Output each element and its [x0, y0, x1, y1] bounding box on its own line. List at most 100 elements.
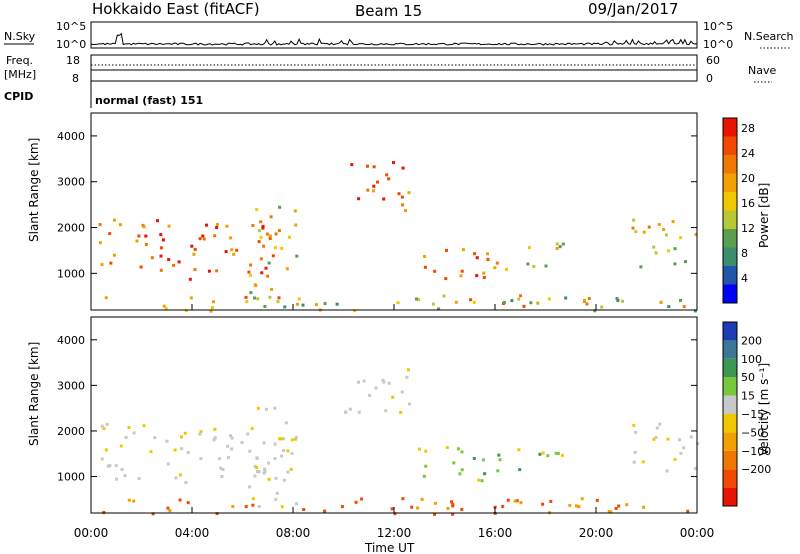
power-yticks: 1000 2000 3000 4000: [57, 130, 697, 280]
heatmap-cell: [424, 449, 428, 453]
heatmap-cell: [679, 451, 683, 455]
colorbar-segment: [723, 173, 737, 192]
heatmap-cell: [213, 436, 217, 440]
heatmap-cell: [658, 422, 662, 426]
colorbar-segment: [723, 247, 737, 266]
heatmap-cell: [423, 265, 427, 269]
colorbar-tick-label: 28: [741, 122, 755, 135]
heatmap-cell: [609, 510, 613, 514]
heatmap-cell: [273, 442, 277, 446]
heatmap-cell: [382, 197, 386, 201]
heatmap-cell: [232, 252, 236, 256]
heatmap-cell: [280, 505, 284, 509]
power-colorbar-label: Power [dB]: [757, 183, 771, 248]
heatmap-cell: [263, 467, 267, 471]
heatmap-cell: [280, 437, 283, 441]
heatmap-cell: [220, 475, 224, 478]
heatmap-cell: [244, 295, 248, 299]
colorbar-tick-label: −15: [741, 408, 764, 421]
heatmap-cell: [127, 426, 131, 429]
colorbar-segment: [723, 487, 737, 506]
freq-left-tick-top: 18: [66, 54, 80, 67]
time-xticks: 00:00 04:00 08:00 12:00 16:00 20:00 00:00: [74, 304, 714, 540]
heatmap-cell: [396, 301, 400, 305]
heatmap-cell: [168, 509, 172, 513]
heatmap-cell: [263, 305, 267, 308]
heatmap-cell: [109, 261, 113, 265]
heatmap-cell: [192, 252, 196, 256]
heatmap-cell: [517, 448, 521, 452]
heatmap-cell: [536, 301, 540, 305]
heatmap-cell: [431, 302, 435, 306]
heatmap-cell: [159, 233, 163, 237]
heatmap-cell: [686, 509, 690, 513]
ytick-label: 4000: [57, 334, 85, 347]
heatmap-cell: [173, 448, 177, 452]
heatmap-cell: [323, 509, 327, 513]
freq-right-tick-bottom: 0: [706, 72, 713, 85]
heatmap-cell: [568, 503, 572, 507]
heatmap-cell: [558, 245, 562, 249]
heatmap-cell: [262, 244, 266, 248]
heatmap-cell: [541, 451, 545, 455]
heatmap-cell: [159, 254, 163, 258]
colorbar-tick-label: 8: [741, 247, 748, 260]
heatmap-cell: [385, 173, 389, 177]
heatmap-cell: [184, 481, 188, 484]
heatmap-cell: [253, 296, 256, 300]
heatmap-cell: [360, 497, 364, 501]
heatmap-cell: [340, 505, 344, 509]
heatmap-cell: [165, 439, 169, 443]
heatmap-cell: [261, 226, 265, 230]
heatmap-cell: [294, 436, 298, 439]
colorbar-segment: [723, 266, 737, 285]
heatmap-cell: [560, 453, 564, 457]
heatmap-cell: [211, 306, 214, 310]
heatmap-cell: [577, 505, 581, 509]
heatmap-cell: [275, 491, 279, 495]
heatmap-cell: [667, 249, 671, 253]
heatmap-cell: [201, 234, 205, 238]
colorbar-segment: [723, 155, 737, 174]
colorbar-tick-label: −50: [741, 426, 764, 439]
heatmap-cell: [290, 452, 294, 456]
heatmap-cell: [442, 294, 446, 298]
heatmap-cell: [225, 224, 229, 228]
colorbar-tick-label: 4: [741, 272, 748, 285]
heatmap-cell: [120, 468, 124, 471]
heatmap-cell: [265, 232, 269, 236]
colorbar-tick-label: 15: [741, 390, 755, 403]
heatmap-cell: [180, 435, 183, 439]
colorbar-segment: [723, 358, 737, 378]
heatmap-cell: [190, 244, 194, 248]
heatmap-cell: [372, 184, 376, 188]
heatmap-cell: [387, 177, 391, 181]
heatmap-cell: [118, 223, 122, 227]
heatmap-cell: [123, 474, 127, 478]
heatmap-cell: [124, 436, 128, 439]
heatmap-cell: [486, 252, 489, 256]
heatmap-cell: [256, 297, 260, 301]
heatmap-cell: [451, 502, 455, 506]
heatmap-cell: [657, 223, 661, 226]
heatmap-cell: [481, 458, 485, 462]
heatmap-cell: [679, 298, 682, 302]
heatmap-cell: [104, 296, 108, 300]
heatmap-cell: [387, 381, 391, 385]
heatmap-cell: [255, 466, 259, 469]
heatmap-cell: [445, 446, 449, 449]
heatmap-cell: [616, 299, 620, 302]
heatmap-cell: [632, 218, 636, 222]
freq-right-tick-top: 60: [706, 54, 720, 67]
heatmap-cell: [458, 472, 462, 476]
velocity-yticks: 1000 2000 3000 4000: [57, 334, 697, 484]
ytick-label: 1000: [57, 267, 85, 280]
ytick-label: 4000: [57, 130, 85, 143]
heatmap-cell: [642, 230, 646, 234]
heatmap-cell: [662, 228, 666, 231]
heatmap-cell: [286, 449, 290, 453]
heatmap-cell: [641, 460, 645, 464]
heatmap-cell: [673, 247, 677, 251]
heatmap-cell: [226, 444, 230, 448]
colorbar-segment: [723, 118, 737, 137]
